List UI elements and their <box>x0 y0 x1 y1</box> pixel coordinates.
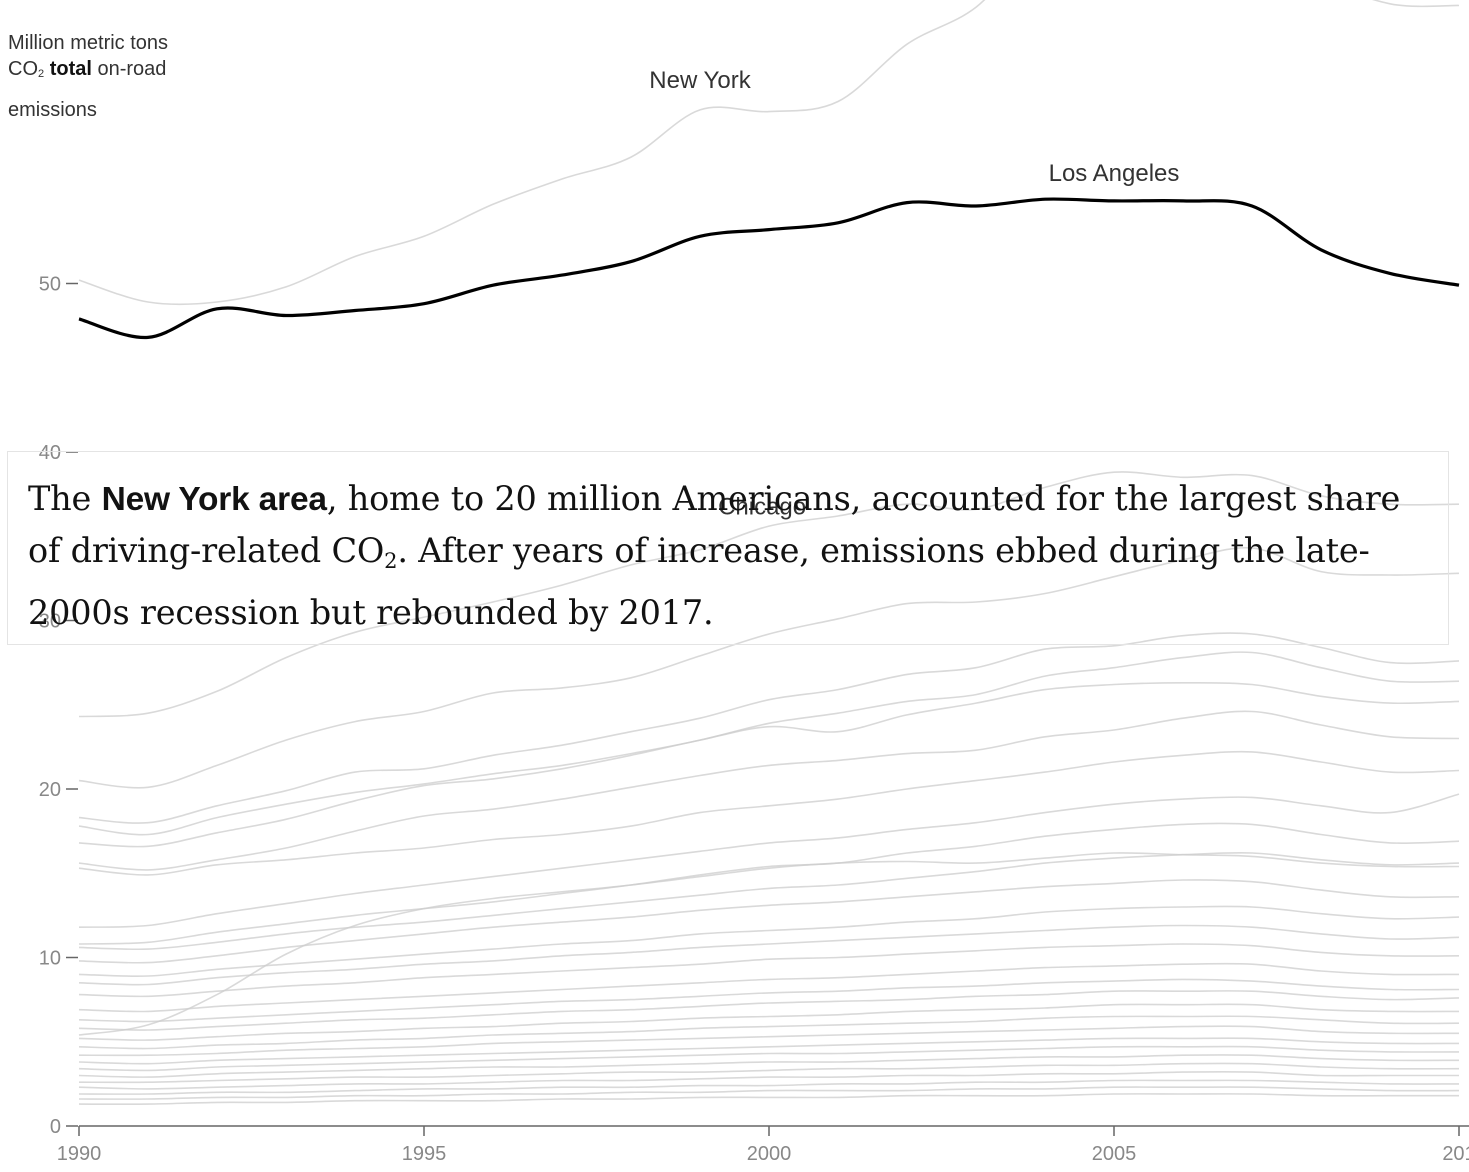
series-line-series-27 <box>78 1070 1459 1090</box>
series-line-series-10 <box>78 822 1460 945</box>
series-line-series-4 <box>78 632 1460 824</box>
y-axis-label-co: CO <box>8 58 38 80</box>
x-tick-label: 2000 <box>747 1143 792 1165</box>
series-line-series-28 <box>78 1079 1460 1095</box>
series-line-series-19 <box>78 990 1460 1031</box>
series-line-series-8 <box>78 750 1460 876</box>
series-line-series-30 <box>78 1093 1459 1106</box>
series-line-new-york <box>78 0 1460 306</box>
annotation-pre: The <box>28 479 102 518</box>
series-label-new-york: New York <box>649 67 751 94</box>
y-tick-label: 0 <box>50 1116 61 1138</box>
series-line-series-5 <box>78 651 1460 836</box>
series-line-series-18 <box>78 978 1460 1023</box>
y-axis-label-line3: emissions <box>8 99 97 121</box>
series-line-series-9 <box>78 793 1460 928</box>
series-line-series-13 <box>78 905 1460 977</box>
y-axis-label: Million metric tons CO2 total on-road em… <box>8 30 218 123</box>
y-axis-label-bold: total <box>49 58 92 80</box>
x-tick-label: 1990 <box>57 1143 102 1165</box>
x-tick-label: 2005 <box>1092 1143 1137 1165</box>
highlight-series-lines <box>78 197 1460 340</box>
y-axis-label-rest: on-road <box>97 58 167 80</box>
x-tick-label: 201 <box>1442 1143 1469 1165</box>
series-line-series-21 <box>78 1015 1460 1050</box>
series-labels: New York Los Angeles Chicago <box>649 67 1179 521</box>
annotation-post: . After years of increase, emissions ebb… <box>28 531 1370 632</box>
y-tick-label: 20 <box>39 779 61 801</box>
series-line-series-11 <box>78 851 1460 951</box>
series-line-series-6 <box>78 681 1460 848</box>
series-line-series-23 <box>78 1037 1460 1065</box>
series-line-series-20 <box>78 1003 1460 1041</box>
series-line-series-15 <box>78 924 1460 986</box>
series-line-chicago <box>78 471 1460 718</box>
y-tick-label: 30 <box>39 611 61 633</box>
y-tick-label: 50 <box>39 274 61 296</box>
series-label-los-angeles: Los Angeles <box>1049 160 1180 187</box>
y-axis-label-line1: Million metric tons <box>8 32 169 54</box>
series-line-series-7 <box>78 710 1460 871</box>
series-line-series-12 <box>78 879 1460 964</box>
series-line-series-29 <box>78 1086 1460 1100</box>
annotation-bold: New York area <box>101 481 327 518</box>
series-line-series-26 <box>78 1062 1460 1084</box>
series-line-series-17 <box>78 962 1460 1013</box>
background-series-lines <box>78 0 1460 1106</box>
y-tick-label: 40 <box>39 442 61 464</box>
annotation-box <box>7 451 1449 645</box>
y-axis-label-sub: 2 <box>38 68 45 80</box>
x-tick-label: 1995 <box>402 1143 447 1165</box>
annotation-sub: 2 <box>384 549 398 573</box>
axes: 0 10 20 30 40 50 1990 1995 2000 2005 201 <box>39 274 1469 1165</box>
series-line-series-22 <box>78 1025 1460 1057</box>
series-line-series-24 <box>78 1045 1460 1072</box>
series-line-series-25 <box>78 1054 1460 1078</box>
y-tick-label: 10 <box>39 948 61 970</box>
series-line-series-14 <box>78 852 1460 1036</box>
annotation-mid: , home to 20 million Americans, accounte… <box>28 479 1401 570</box>
series-line-series-3 <box>78 546 1460 789</box>
series-line-series-16 <box>78 943 1460 998</box>
annotation-text: The New York area, home to 20 million Am… <box>28 473 1428 638</box>
series-label-chicago: Chicago <box>718 493 806 520</box>
series-line-los-angeles <box>78 197 1460 340</box>
